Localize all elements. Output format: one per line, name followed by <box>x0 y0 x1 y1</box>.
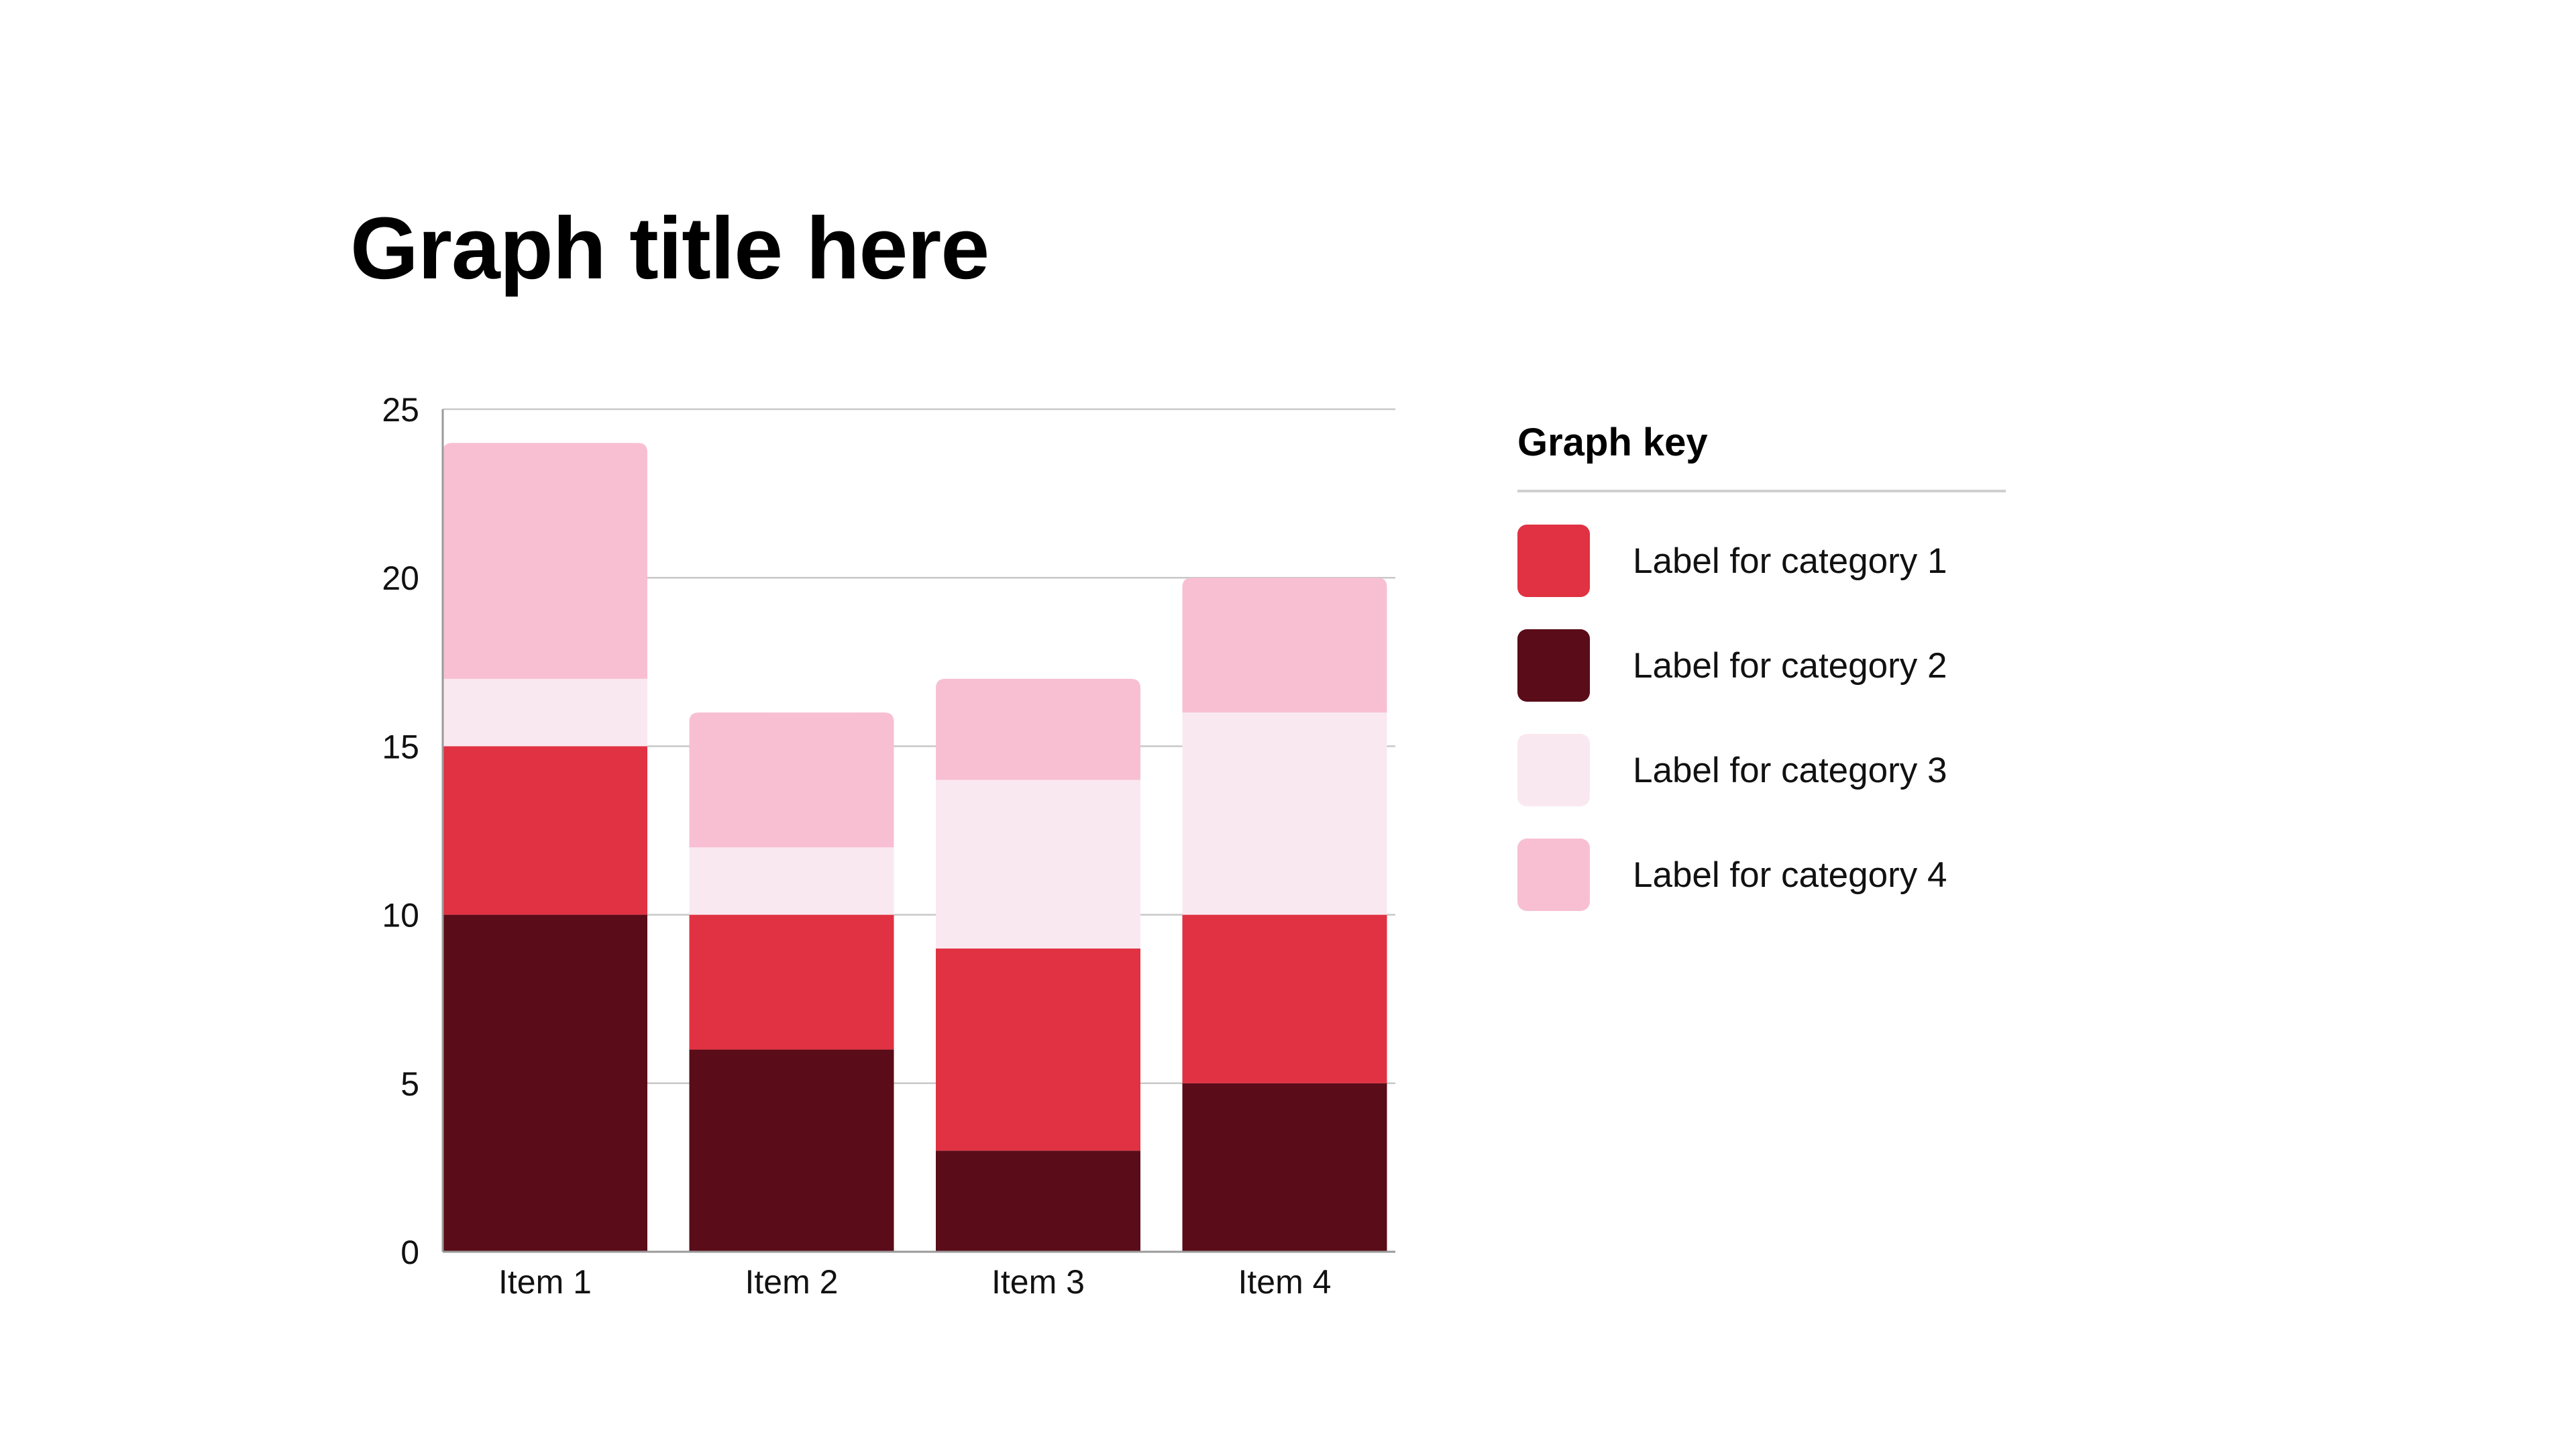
chart-title: Graph title here <box>350 199 989 297</box>
legend-swatch <box>1517 629 1590 702</box>
bar-segment <box>936 948 1140 1151</box>
bar-segment <box>1182 914 1387 1083</box>
bar-stack-2 <box>689 712 894 1252</box>
x-tick-label: Item 3 <box>991 1263 1085 1301</box>
bar-segment <box>443 914 647 1252</box>
bar-segment <box>1182 712 1387 915</box>
bar-stack-3 <box>936 678 1140 1252</box>
bar-segment <box>443 678 647 747</box>
legend-swatch <box>1517 839 1590 911</box>
legend: Graph key Label for category 1 Label for… <box>1517 409 2006 943</box>
bar-stack-1 <box>443 443 647 1252</box>
bar-segment <box>936 1150 1140 1252</box>
bar-stack-4 <box>1182 578 1387 1252</box>
bar-segment <box>689 712 894 848</box>
legend-item-category-1: Label for category 1 <box>1517 525 2006 597</box>
legend-item-category-3: Label for category 3 <box>1517 734 2006 806</box>
y-tick-label: 15 <box>382 728 419 765</box>
x-tick-label: Item 1 <box>498 1263 592 1301</box>
x-tick-label: Item 4 <box>1238 1263 1332 1301</box>
axes: 0 5 10 15 20 25 Item 1 Item 2 Item 3 Item 4 <box>382 391 1395 1301</box>
x-tick-label: Item 2 <box>745 1263 839 1301</box>
bar-segment <box>689 914 894 1050</box>
y-tick-label: 5 <box>400 1065 419 1103</box>
bar-segment <box>936 678 1140 780</box>
bar-segment <box>443 443 647 679</box>
bar-segment <box>443 746 647 915</box>
legend-swatch <box>1517 525 1590 597</box>
legend-divider <box>1517 490 2006 492</box>
y-tick-label: 0 <box>400 1234 419 1271</box>
legend-label: Label for category 2 <box>1633 645 1947 686</box>
legend-swatch <box>1517 734 1590 806</box>
bar-segment <box>1182 578 1387 713</box>
bar-segment <box>689 1049 894 1252</box>
bar-segment <box>689 847 894 915</box>
bar-stacks <box>443 443 1387 1252</box>
bar-segment <box>936 780 1140 949</box>
legend-label: Label for category 4 <box>1633 855 1947 895</box>
legend-label: Label for category 3 <box>1633 750 1947 790</box>
y-tick-label: 10 <box>382 897 419 934</box>
legend-label: Label for category 1 <box>1633 541 1947 581</box>
legend-item-category-4: Label for category 4 <box>1517 839 2006 911</box>
legend-item-category-2: Label for category 2 <box>1517 629 2006 702</box>
y-tick-label: 20 <box>382 559 419 597</box>
y-tick-label: 25 <box>382 391 419 429</box>
legend-title: Graph key <box>1517 421 1708 464</box>
bar-segment <box>1182 1083 1387 1252</box>
